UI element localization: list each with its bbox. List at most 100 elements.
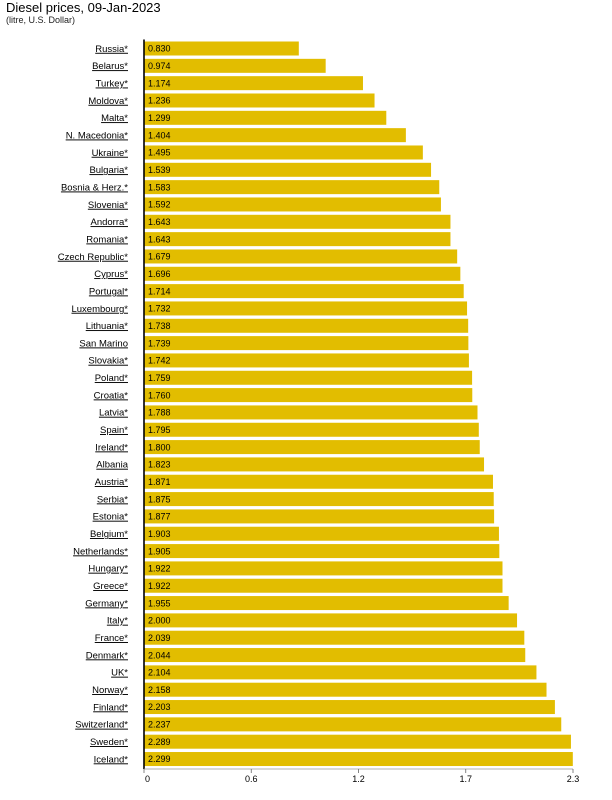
category-label: Hungary* — [88, 564, 128, 575]
category-label: Belarus* — [92, 61, 128, 72]
value-label: 1.174 — [148, 78, 171, 88]
category-label: Bulgaria* — [89, 165, 128, 176]
bar — [144, 41, 299, 56]
value-label: 1.236 — [148, 96, 171, 106]
value-label: 1.742 — [148, 356, 171, 366]
value-label: 1.877 — [148, 512, 171, 522]
category-label: Bosnia & Herz.* — [61, 182, 128, 193]
bar — [144, 700, 555, 715]
bar — [144, 145, 423, 160]
category-label: Luxembourg* — [71, 304, 128, 315]
category-label: Czech Republic* — [58, 252, 129, 263]
category-label: San Marino — [79, 338, 128, 349]
category-label: Turkey* — [96, 78, 129, 89]
category-label: Croatia* — [94, 390, 129, 401]
bar — [144, 266, 461, 281]
bar — [144, 630, 525, 645]
bar — [144, 492, 494, 507]
value-label: 1.922 — [148, 564, 171, 574]
value-label: 1.539 — [148, 165, 171, 175]
category-label: Italy* — [107, 616, 128, 627]
value-label: 2.237 — [148, 720, 171, 730]
bar — [144, 180, 440, 195]
bar — [144, 648, 526, 663]
value-label: 2.000 — [148, 616, 171, 626]
category-label: France* — [95, 633, 129, 644]
value-label: 1.823 — [148, 460, 171, 470]
bar — [144, 474, 493, 489]
value-label: 1.903 — [148, 529, 171, 539]
category-label: Denmark* — [86, 650, 129, 661]
category-label: Lithuania* — [86, 321, 129, 332]
category-label: N. Macedonia* — [66, 130, 129, 141]
bar — [144, 752, 573, 767]
bar — [144, 128, 406, 143]
value-label: 0.974 — [148, 61, 171, 71]
bar — [144, 457, 485, 472]
value-label: 2.039 — [148, 633, 171, 643]
category-label: Belgium* — [90, 529, 128, 540]
bar — [144, 370, 473, 385]
value-label: 1.696 — [148, 269, 171, 279]
category-label: Moldova* — [88, 96, 128, 107]
bar — [144, 717, 562, 732]
category-label: Germany* — [85, 598, 128, 609]
bar — [144, 110, 387, 125]
category-label: Sweden* — [90, 737, 128, 748]
value-label: 1.760 — [148, 390, 171, 400]
value-label: 1.871 — [148, 477, 171, 487]
bar — [144, 162, 432, 177]
value-label: 2.044 — [148, 650, 171, 660]
bar — [144, 249, 458, 264]
bar — [144, 665, 537, 680]
x-tick-label: 1.2 — [352, 774, 365, 784]
x-tick-label: 0 — [145, 774, 150, 784]
value-label: 1.714 — [148, 286, 171, 296]
bar — [144, 232, 451, 247]
value-label: 1.955 — [148, 598, 171, 608]
value-label: 2.203 — [148, 702, 171, 712]
category-label: Finland* — [93, 702, 128, 713]
category-label: Slovenia* — [88, 200, 128, 211]
bar — [144, 405, 478, 420]
category-label: Malta* — [101, 113, 128, 124]
category-label: Poland* — [95, 373, 129, 384]
value-label: 1.905 — [148, 546, 171, 556]
bar — [144, 682, 547, 697]
category-label: Norway* — [92, 685, 128, 696]
bar — [144, 596, 509, 611]
category-label: UK* — [111, 668, 128, 679]
value-label: 2.158 — [148, 685, 171, 695]
bar — [144, 301, 468, 316]
value-label: 1.643 — [148, 234, 171, 244]
value-label: 1.739 — [148, 338, 171, 348]
value-label: 1.795 — [148, 425, 171, 435]
bar — [144, 76, 363, 91]
category-label: Greece* — [93, 581, 128, 592]
bar — [144, 613, 518, 628]
value-label: 1.643 — [148, 217, 171, 227]
category-label: Slovakia* — [88, 356, 128, 367]
x-tick-label: 0.6 — [245, 774, 258, 784]
bar — [144, 734, 571, 749]
bar — [144, 93, 375, 108]
bar — [144, 388, 473, 403]
value-label: 1.788 — [148, 408, 171, 418]
category-label: Russia* — [95, 44, 128, 55]
bar — [144, 509, 495, 524]
value-label: 1.404 — [148, 130, 171, 140]
category-label: Spain* — [100, 425, 128, 436]
value-label: 1.759 — [148, 373, 171, 383]
category-label: Andorra* — [91, 217, 129, 228]
x-tick-label: 1.7 — [459, 774, 472, 784]
bar — [144, 422, 479, 437]
bar — [144, 578, 503, 593]
value-label: 1.800 — [148, 442, 171, 452]
x-tick-label: 2.3 — [567, 774, 580, 784]
value-label: 1.495 — [148, 148, 171, 158]
bar — [144, 440, 480, 455]
value-label: 0.830 — [148, 44, 171, 54]
category-label: Romania* — [86, 234, 128, 245]
value-label: 1.592 — [148, 200, 171, 210]
bar — [144, 353, 469, 368]
